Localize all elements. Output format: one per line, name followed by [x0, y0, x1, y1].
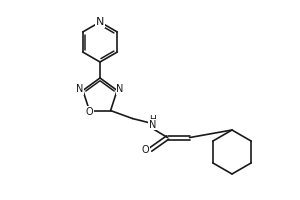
Text: N: N [149, 120, 156, 130]
Text: O: O [85, 107, 93, 117]
Text: H: H [149, 115, 156, 124]
Text: N: N [96, 17, 104, 27]
Text: O: O [142, 145, 149, 155]
Text: N: N [76, 84, 84, 94]
Text: N: N [116, 84, 124, 94]
